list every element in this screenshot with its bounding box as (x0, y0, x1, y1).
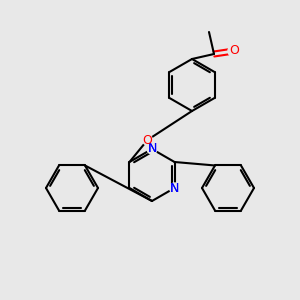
Text: N: N (170, 182, 179, 194)
Circle shape (228, 45, 240, 57)
Circle shape (142, 135, 152, 145)
Text: O: O (142, 134, 152, 146)
Text: O: O (229, 44, 239, 58)
Circle shape (169, 183, 179, 193)
Text: N: N (147, 142, 157, 155)
Text: N: N (170, 182, 179, 194)
Circle shape (147, 144, 157, 154)
Text: N: N (147, 142, 157, 155)
